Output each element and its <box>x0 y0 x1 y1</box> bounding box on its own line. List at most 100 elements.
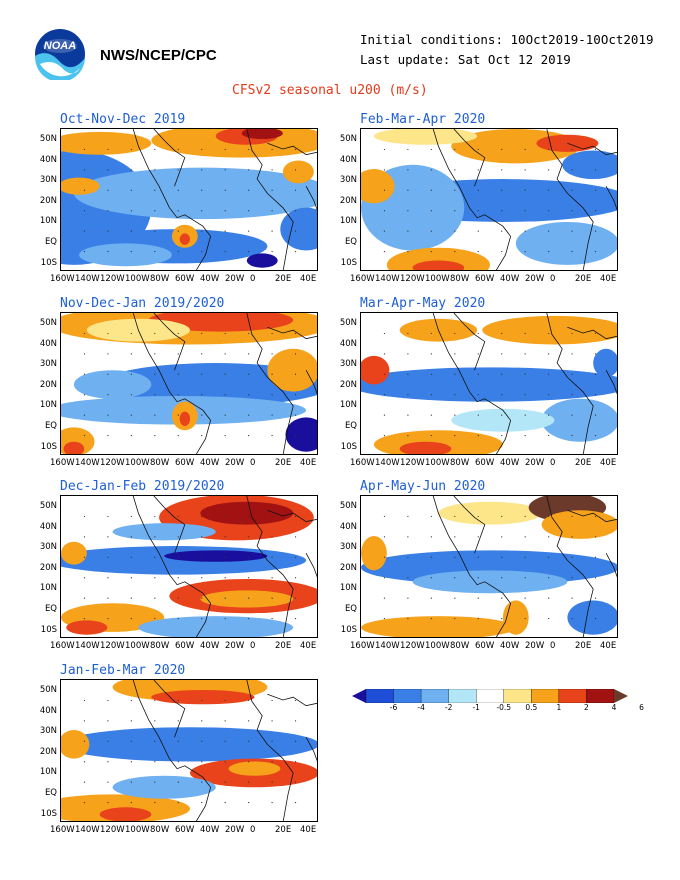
u200-field-map <box>361 313 617 454</box>
lon-tick-label: 100W <box>425 641 450 651</box>
coastline <box>453 313 486 371</box>
lon-tick-label: 60W <box>475 458 495 468</box>
anomaly-region <box>73 370 152 399</box>
lat-tick-label: 20N <box>339 195 357 206</box>
lon-tick-label: 40E <box>600 458 617 468</box>
colorbar-label: 6 <box>639 703 644 712</box>
org-name: NWS/NCEP/CPC <box>100 47 217 64</box>
colorbar-label: 1 <box>556 703 562 712</box>
lon-tick-label: 20W <box>225 825 245 835</box>
coastline <box>432 313 512 454</box>
anomaly-region <box>112 523 216 541</box>
anomaly-region <box>99 363 317 406</box>
lat-tick-label: 20N <box>39 379 57 390</box>
u200-field-map <box>361 129 617 270</box>
lon-tick-label: 40W <box>500 458 520 468</box>
panel-title: Feb-Mar-Apr 2020 <box>360 112 486 127</box>
lon-tick-label: 100W <box>125 641 150 651</box>
colorbar-label: 4 <box>611 703 617 712</box>
coastline <box>132 496 212 637</box>
lon-tick-label: 40E <box>600 274 617 284</box>
panel-title: Apr-May-Jun 2020 <box>360 479 486 494</box>
lon-tick-label: 20W <box>525 274 545 284</box>
lon-tick-label: 20E <box>275 458 292 468</box>
lat-tick-label: 50N <box>39 318 57 328</box>
lat-tick-label: EQ <box>344 237 357 247</box>
lat-tick-label: EQ <box>44 788 57 798</box>
lat-tick-label: 20N <box>39 746 57 757</box>
lon-tick-label: 40E <box>300 458 317 468</box>
lon-tick-label: 120W <box>400 641 425 651</box>
lat-tick-label: 30N <box>39 542 57 553</box>
lat-tick-label: 20N <box>339 379 357 390</box>
lon-tick-label: 60W <box>175 641 195 651</box>
lat-tick-label: 40N <box>39 521 57 532</box>
anomaly-region <box>412 570 568 594</box>
coastline <box>267 142 317 156</box>
lat-tick-label: EQ <box>344 604 357 614</box>
anomaly-region <box>438 501 542 525</box>
lon-tick-label: 160W <box>350 458 375 468</box>
lat-tick-label: 10N <box>39 400 57 411</box>
anomaly-region <box>112 775 216 799</box>
colorbar-label: -6 <box>389 703 398 712</box>
lon-tick-label: 160W <box>50 458 75 468</box>
coastline <box>546 129 594 270</box>
lat-tick-label: 20N <box>339 562 357 573</box>
anomaly-region <box>241 129 283 140</box>
lon-tick-label: 40W <box>200 274 220 284</box>
panel-title: Dec-Jan-Feb 2019/2020 <box>60 479 225 494</box>
lon-tick-label: 40W <box>200 458 220 468</box>
coastline <box>305 370 317 395</box>
lat-tick-label: 30N <box>39 726 57 737</box>
lon-tick-label: 140W <box>375 274 400 284</box>
lon-tick-label: 40E <box>300 641 317 651</box>
anomaly-region <box>515 221 617 265</box>
lon-tick-label: 160W <box>50 825 75 835</box>
coastline <box>267 509 317 523</box>
anomaly-region <box>61 727 317 762</box>
lon-tick-label: 160W <box>50 274 75 284</box>
coastline <box>567 326 617 340</box>
lon-tick-label: 80W <box>150 641 170 651</box>
lon-tick-label: 120W <box>100 458 125 468</box>
lat-tick-label: 10S <box>40 257 57 268</box>
lon-tick-label: 20E <box>575 641 592 651</box>
lat-tick-label: 40N <box>339 338 357 349</box>
coastline <box>432 129 512 270</box>
coastline <box>453 496 486 554</box>
lon-tick-label: 40E <box>300 274 317 284</box>
coastline <box>305 186 317 211</box>
lon-tick-label: 60W <box>175 458 195 468</box>
lon-tick-label: 120W <box>100 641 125 651</box>
lon-tick-label: 80W <box>150 825 170 835</box>
u200-map-panel <box>60 495 318 638</box>
anomaly-region <box>482 315 617 345</box>
lat-tick-label: 10S <box>40 808 57 819</box>
lon-tick-label: 20E <box>575 274 592 284</box>
coastline <box>305 737 317 762</box>
lon-tick-label: 0 <box>250 458 256 468</box>
lon-tick-label: 60W <box>175 825 195 835</box>
lon-tick-label: 80W <box>450 274 470 284</box>
u200-map-panel <box>60 679 318 822</box>
lon-tick-label: 60W <box>475 274 495 284</box>
lon-tick-label: 60W <box>175 274 195 284</box>
anomaly-region <box>63 441 85 454</box>
u200-map-panel <box>360 128 618 271</box>
anomaly-region <box>200 590 294 608</box>
lon-tick-label: 40E <box>300 825 317 835</box>
anomaly-region <box>361 367 617 402</box>
lat-tick-label: 50N <box>39 134 57 144</box>
lat-tick-label: 40N <box>39 705 57 716</box>
coastline <box>453 129 486 187</box>
lon-tick-label: 20W <box>225 458 245 468</box>
lon-tick-label: 80W <box>150 274 170 284</box>
anomaly-region <box>61 730 90 759</box>
lat-tick-label: 20N <box>39 562 57 573</box>
lon-tick-label: 160W <box>50 641 75 651</box>
lon-tick-label: 100W <box>425 274 450 284</box>
anomaly-region <box>562 150 617 180</box>
colorbar: -6 -4 -2 -1 -0.5 0.5 1 2 4 6 <box>352 689 644 719</box>
anomaly-region <box>73 167 317 220</box>
